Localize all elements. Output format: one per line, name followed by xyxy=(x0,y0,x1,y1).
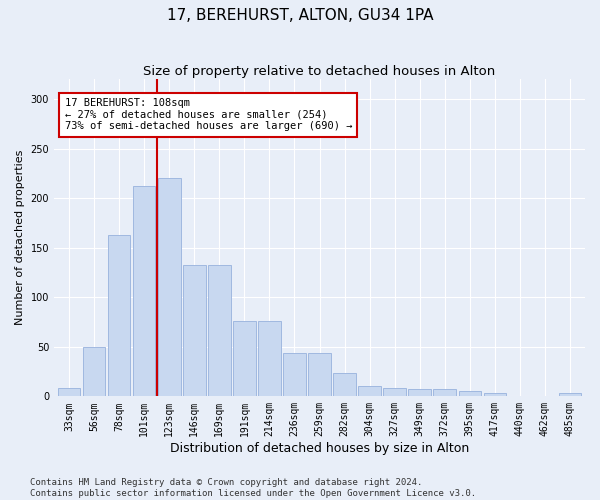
Bar xyxy=(58,388,80,396)
Bar xyxy=(433,390,456,396)
Bar xyxy=(409,390,431,396)
Bar xyxy=(108,235,130,396)
Bar xyxy=(283,352,306,397)
Bar xyxy=(308,352,331,397)
Bar xyxy=(333,372,356,396)
Bar xyxy=(83,347,106,397)
Text: 17 BEREHURST: 108sqm
← 27% of detached houses are smaller (254)
73% of semi-deta: 17 BEREHURST: 108sqm ← 27% of detached h… xyxy=(65,98,352,132)
Bar xyxy=(258,321,281,396)
Text: 17, BEREHURST, ALTON, GU34 1PA: 17, BEREHURST, ALTON, GU34 1PA xyxy=(167,8,433,22)
Bar xyxy=(383,388,406,396)
Bar xyxy=(559,394,581,396)
Bar xyxy=(158,178,181,396)
Y-axis label: Number of detached properties: Number of detached properties xyxy=(15,150,25,326)
Bar xyxy=(208,264,230,396)
X-axis label: Distribution of detached houses by size in Alton: Distribution of detached houses by size … xyxy=(170,442,469,455)
Bar xyxy=(233,321,256,396)
Title: Size of property relative to detached houses in Alton: Size of property relative to detached ho… xyxy=(143,65,496,78)
Bar xyxy=(133,186,155,396)
Text: Contains HM Land Registry data © Crown copyright and database right 2024.
Contai: Contains HM Land Registry data © Crown c… xyxy=(30,478,476,498)
Bar xyxy=(458,392,481,396)
Bar xyxy=(183,264,206,396)
Bar xyxy=(358,386,381,396)
Bar xyxy=(484,394,506,396)
